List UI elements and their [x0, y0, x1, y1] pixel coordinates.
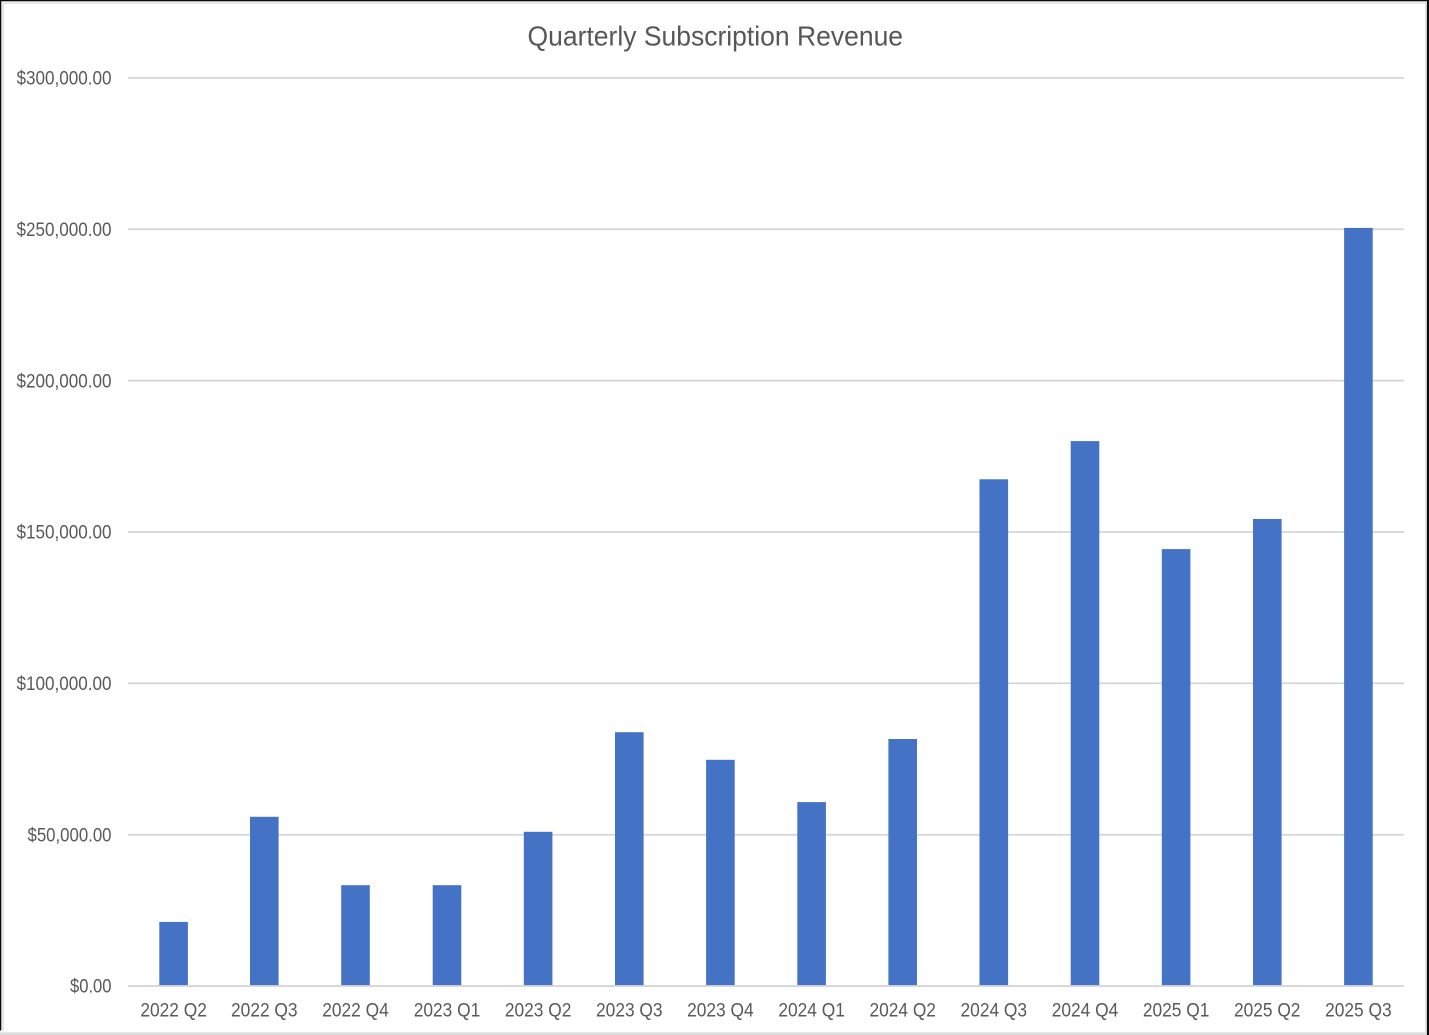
svg-text:$100,000.00: $100,000.00 [17, 673, 112, 695]
svg-text:$300,000.00: $300,000.00 [17, 68, 112, 90]
svg-text:$50,000.00: $50,000.00 [28, 824, 112, 846]
svg-text:2024 Q4: 2024 Q4 [1052, 1000, 1119, 1022]
svg-text:2024 Q3: 2024 Q3 [961, 1000, 1028, 1022]
svg-text:2024 Q2: 2024 Q2 [869, 1000, 936, 1022]
svg-text:2025 Q1: 2025 Q1 [1143, 1000, 1210, 1022]
svg-text:2023 Q2: 2023 Q2 [505, 1000, 572, 1022]
svg-text:$200,000.00: $200,000.00 [17, 370, 112, 392]
svg-text:2023 Q4: 2023 Q4 [687, 1000, 754, 1022]
svg-text:2024 Q1: 2024 Q1 [778, 1000, 845, 1022]
svg-text:2022 Q2: 2022 Q2 [140, 1000, 207, 1022]
svg-text:$150,000.00: $150,000.00 [17, 522, 112, 544]
svg-text:2023 Q1: 2023 Q1 [414, 1000, 481, 1022]
svg-text:2025 Q2: 2025 Q2 [1234, 1000, 1301, 1022]
svg-text:Quarterly Subscription Revenue: Quarterly Subscription Revenue [528, 20, 904, 51]
svg-text:2023 Q3: 2023 Q3 [596, 1000, 663, 1022]
svg-text:2025 Q3: 2025 Q3 [1325, 1000, 1392, 1022]
svg-text:2022 Q3: 2022 Q3 [231, 1000, 298, 1022]
svg-text:$250,000.00: $250,000.00 [17, 219, 112, 241]
svg-text:$0.00: $0.00 [70, 976, 112, 998]
svg-text:2022 Q4: 2022 Q4 [322, 1000, 389, 1022]
